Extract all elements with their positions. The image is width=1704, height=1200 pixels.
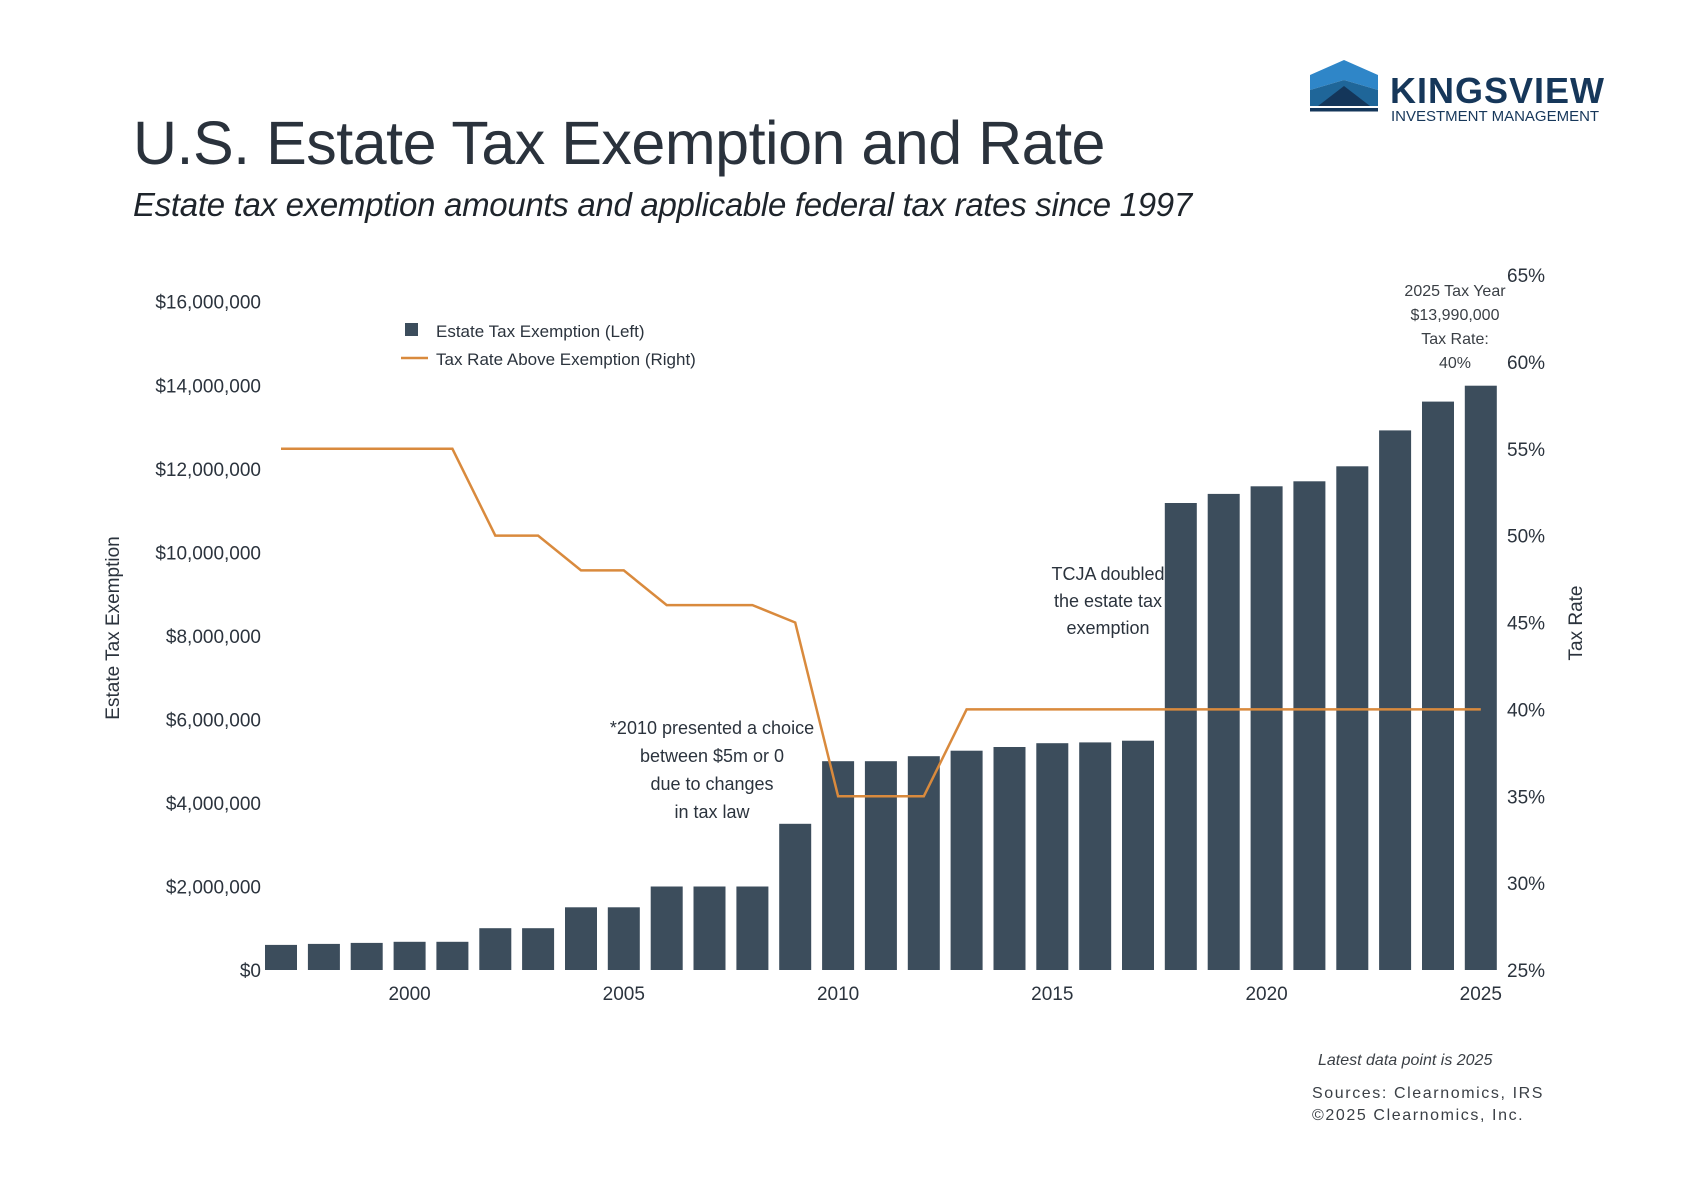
bar-2008 bbox=[736, 886, 769, 970]
footer-sources: Sources: Clearnomics, IRS ©2025 Clearnom… bbox=[1312, 1083, 1544, 1127]
bar-2012 bbox=[907, 756, 940, 970]
x-tick-label: 2005 bbox=[603, 984, 645, 1005]
logo-brand: KINGSVIEW bbox=[1390, 70, 1606, 111]
crown-icon bbox=[1310, 60, 1378, 112]
bar-1997 bbox=[265, 944, 297, 970]
bar-series bbox=[265, 385, 1497, 971]
y2-tick-label: 30% bbox=[1507, 874, 1545, 895]
y2-tick-label: 40% bbox=[1507, 700, 1545, 721]
annotation-line: *2010 presented a choice bbox=[610, 718, 814, 738]
bar-2011 bbox=[864, 761, 897, 970]
y2-tick-label: 50% bbox=[1507, 527, 1545, 548]
annotation-line: Tax Rate: bbox=[1421, 331, 1489, 348]
bar-2018 bbox=[1164, 503, 1197, 970]
x-tick-label: 2000 bbox=[388, 984, 430, 1005]
annotation-latest: 2025 Tax Year $13,990,000 Tax Rate: 40% bbox=[1404, 283, 1506, 372]
y-tick-label: $16,000,000 bbox=[155, 293, 261, 314]
y2-tick-label: 65% bbox=[1507, 266, 1545, 287]
annotation-line: 40% bbox=[1439, 355, 1471, 372]
annotation-line: the estate tax bbox=[1054, 591, 1162, 611]
y2-tick-label: 60% bbox=[1507, 353, 1545, 374]
bar-2015 bbox=[1036, 743, 1069, 970]
y2-tick-label: 55% bbox=[1507, 440, 1545, 461]
y2-axis-title: Tax Rate bbox=[1566, 586, 1587, 661]
bar-1998 bbox=[307, 943, 340, 970]
y-tick-label: $8,000,000 bbox=[166, 627, 261, 648]
footer-note: Latest data point is 2025 bbox=[1318, 1052, 1493, 1069]
bar-2003 bbox=[522, 928, 555, 970]
bar-2013 bbox=[950, 750, 983, 970]
x-tick-label: 2010 bbox=[817, 984, 859, 1005]
annotation-tcja: TCJA doubled the estate tax exemption bbox=[1051, 564, 1164, 638]
bar-2025 bbox=[1464, 385, 1497, 970]
legend-bar-swatch bbox=[405, 323, 418, 336]
y-tick-label: $4,000,000 bbox=[166, 794, 261, 815]
bar-2020 bbox=[1250, 486, 1283, 970]
bar-2023 bbox=[1379, 430, 1412, 970]
bar-2006 bbox=[650, 886, 683, 970]
bar-2004 bbox=[565, 907, 597, 970]
bar-2022 bbox=[1336, 466, 1369, 970]
y2-tick-label: 45% bbox=[1507, 614, 1545, 635]
bar-2001 bbox=[436, 941, 469, 970]
kingsview-logo: KINGSVIEW INVESTMENT MANAGEMENT bbox=[1308, 60, 1608, 130]
y-tick-label: $0 bbox=[240, 961, 261, 982]
y-tick-label: $14,000,000 bbox=[155, 376, 261, 397]
bar-2016 bbox=[1079, 742, 1112, 970]
copyright-text: ©2025 Clearnomics, Inc. bbox=[1312, 1107, 1525, 1124]
line-series bbox=[280, 447, 1481, 798]
legend: Estate Tax Exemption (Left) Tax Rate Abo… bbox=[401, 322, 696, 369]
legend-label-exemption: Estate Tax Exemption (Left) bbox=[436, 322, 645, 341]
x-axis: 2000 2005 2010 2015 2020 2025 bbox=[388, 984, 1501, 1005]
annotation-line: between $5m or 0 bbox=[640, 746, 784, 766]
y-axis-title: Estate Tax Exemption bbox=[103, 536, 124, 719]
annotation-line: $13,990,000 bbox=[1411, 307, 1500, 324]
sources-text: Sources: Clearnomics, IRS bbox=[1312, 1085, 1545, 1102]
annotation-line: due to changes bbox=[650, 774, 773, 794]
annotation-line: 2025 Tax Year bbox=[1404, 283, 1506, 300]
annotation-line: TCJA doubled bbox=[1051, 564, 1164, 584]
annotation-line: in tax law bbox=[674, 802, 750, 822]
y-tick-label: $6,000,000 bbox=[166, 710, 261, 731]
annotation-line: exemption bbox=[1066, 618, 1149, 638]
bar-2000 bbox=[393, 941, 426, 970]
y-axis-right: 25% 30% 35% 40% 45% 50% 55% 60% 65% bbox=[1507, 266, 1545, 982]
y-tick-label: $2,000,000 bbox=[166, 878, 261, 899]
bar-2002 bbox=[479, 928, 512, 970]
bar-2021 bbox=[1293, 481, 1326, 970]
bar-2017 bbox=[1122, 740, 1154, 970]
logo-tagline: INVESTMENT MANAGEMENT bbox=[1391, 108, 1600, 125]
annotation-2010: *2010 presented a choice between $5m or … bbox=[610, 718, 814, 822]
y2-tick-label: 25% bbox=[1507, 961, 1545, 982]
x-tick-label: 2025 bbox=[1460, 984, 1502, 1005]
bar-1999 bbox=[350, 942, 383, 970]
chart-subtitle: Estate tax exemption amounts and applica… bbox=[133, 186, 1192, 223]
bar-2007 bbox=[693, 886, 726, 970]
legend-label-rate: Tax Rate Above Exemption (Right) bbox=[436, 350, 696, 369]
x-tick-label: 2020 bbox=[1245, 984, 1287, 1005]
bar-2019 bbox=[1207, 493, 1240, 970]
bar-2014 bbox=[993, 747, 1026, 970]
y2-tick-label: 35% bbox=[1507, 787, 1545, 808]
y-axis-left: $0 $2,000,000 $4,000,000 $6,000,000 $8,000,0… bbox=[155, 293, 261, 982]
bar-2005 bbox=[607, 907, 640, 970]
bar-2024 bbox=[1422, 401, 1454, 971]
x-tick-label: 2015 bbox=[1031, 984, 1073, 1005]
y-tick-label: $12,000,000 bbox=[155, 460, 261, 481]
chart-title: U.S. Estate Tax Exemption and Rate bbox=[133, 109, 1105, 177]
y-tick-label: $10,000,000 bbox=[155, 543, 261, 564]
bar-2009 bbox=[779, 823, 812, 970]
